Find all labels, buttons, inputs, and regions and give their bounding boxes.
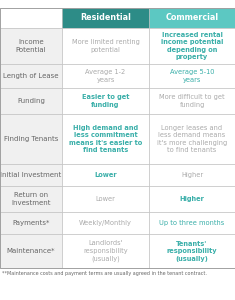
Text: Initial Investment: Initial Investment: [0, 172, 62, 178]
Bar: [62, 164, 149, 186]
Text: Length of Lease: Length of Lease: [3, 73, 59, 79]
Bar: [62, 8, 149, 28]
Text: Maintenance*: Maintenance*: [7, 248, 55, 254]
Bar: [149, 114, 235, 164]
Bar: [149, 186, 235, 212]
Bar: [62, 212, 149, 234]
Bar: [0, 8, 235, 268]
Bar: [62, 64, 149, 88]
Bar: [149, 8, 235, 28]
Bar: [149, 88, 235, 114]
Text: Lower: Lower: [96, 196, 115, 202]
Text: Weekly/Monthly: Weekly/Monthly: [79, 220, 132, 226]
Bar: [0, 64, 62, 88]
Text: Landlords'
responsibility
(usually): Landlords' responsibility (usually): [83, 240, 128, 262]
Text: Payments*: Payments*: [12, 220, 50, 226]
Bar: [0, 234, 62, 268]
Bar: [149, 212, 235, 234]
Bar: [0, 8, 62, 28]
Bar: [62, 186, 149, 212]
Bar: [0, 114, 62, 164]
Bar: [0, 164, 62, 186]
Text: Residential: Residential: [80, 14, 131, 22]
Text: Return on
Investment: Return on Investment: [11, 192, 51, 206]
Text: Longer leases and
less demand means
it's more challenging
to find tenants: Longer leases and less demand means it's…: [157, 125, 227, 153]
Bar: [62, 114, 149, 164]
Text: **Maintenance costs and payment terms are usually agreed in the tenant contract.: **Maintenance costs and payment terms ar…: [2, 271, 207, 276]
Text: Funding: Funding: [17, 98, 45, 104]
Text: High demand and
less commitment
means it's easier to
find tenants: High demand and less commitment means it…: [69, 125, 142, 153]
Bar: [0, 88, 62, 114]
Bar: [62, 28, 149, 64]
Bar: [0, 28, 62, 64]
Text: More limited renting
potential: More limited renting potential: [72, 39, 139, 53]
Bar: [149, 234, 235, 268]
Text: Tenants'
responsibility
(usually): Tenants' responsibility (usually): [167, 241, 217, 262]
Text: Average 5-10
years: Average 5-10 years: [170, 69, 214, 83]
Text: Higher: Higher: [180, 196, 204, 202]
Text: Increased rental
income potential
depending on
property: Increased rental income potential depend…: [161, 32, 223, 60]
Text: Commercial: Commercial: [165, 14, 219, 22]
Text: Average 1-2
years: Average 1-2 years: [85, 69, 126, 83]
Text: Finding Tenants: Finding Tenants: [4, 136, 58, 142]
Text: Easier to get
funding: Easier to get funding: [82, 94, 129, 108]
Text: Income
Potential: Income Potential: [16, 39, 46, 53]
Text: Lower: Lower: [94, 172, 117, 178]
Bar: [62, 234, 149, 268]
Bar: [149, 164, 235, 186]
Bar: [149, 64, 235, 88]
Text: Up to three months: Up to three months: [159, 220, 225, 226]
Text: More difficult to get
funding: More difficult to get funding: [159, 94, 225, 108]
Bar: [0, 186, 62, 212]
Bar: [149, 28, 235, 64]
Bar: [62, 88, 149, 114]
Bar: [0, 212, 62, 234]
Text: Higher: Higher: [181, 172, 203, 178]
